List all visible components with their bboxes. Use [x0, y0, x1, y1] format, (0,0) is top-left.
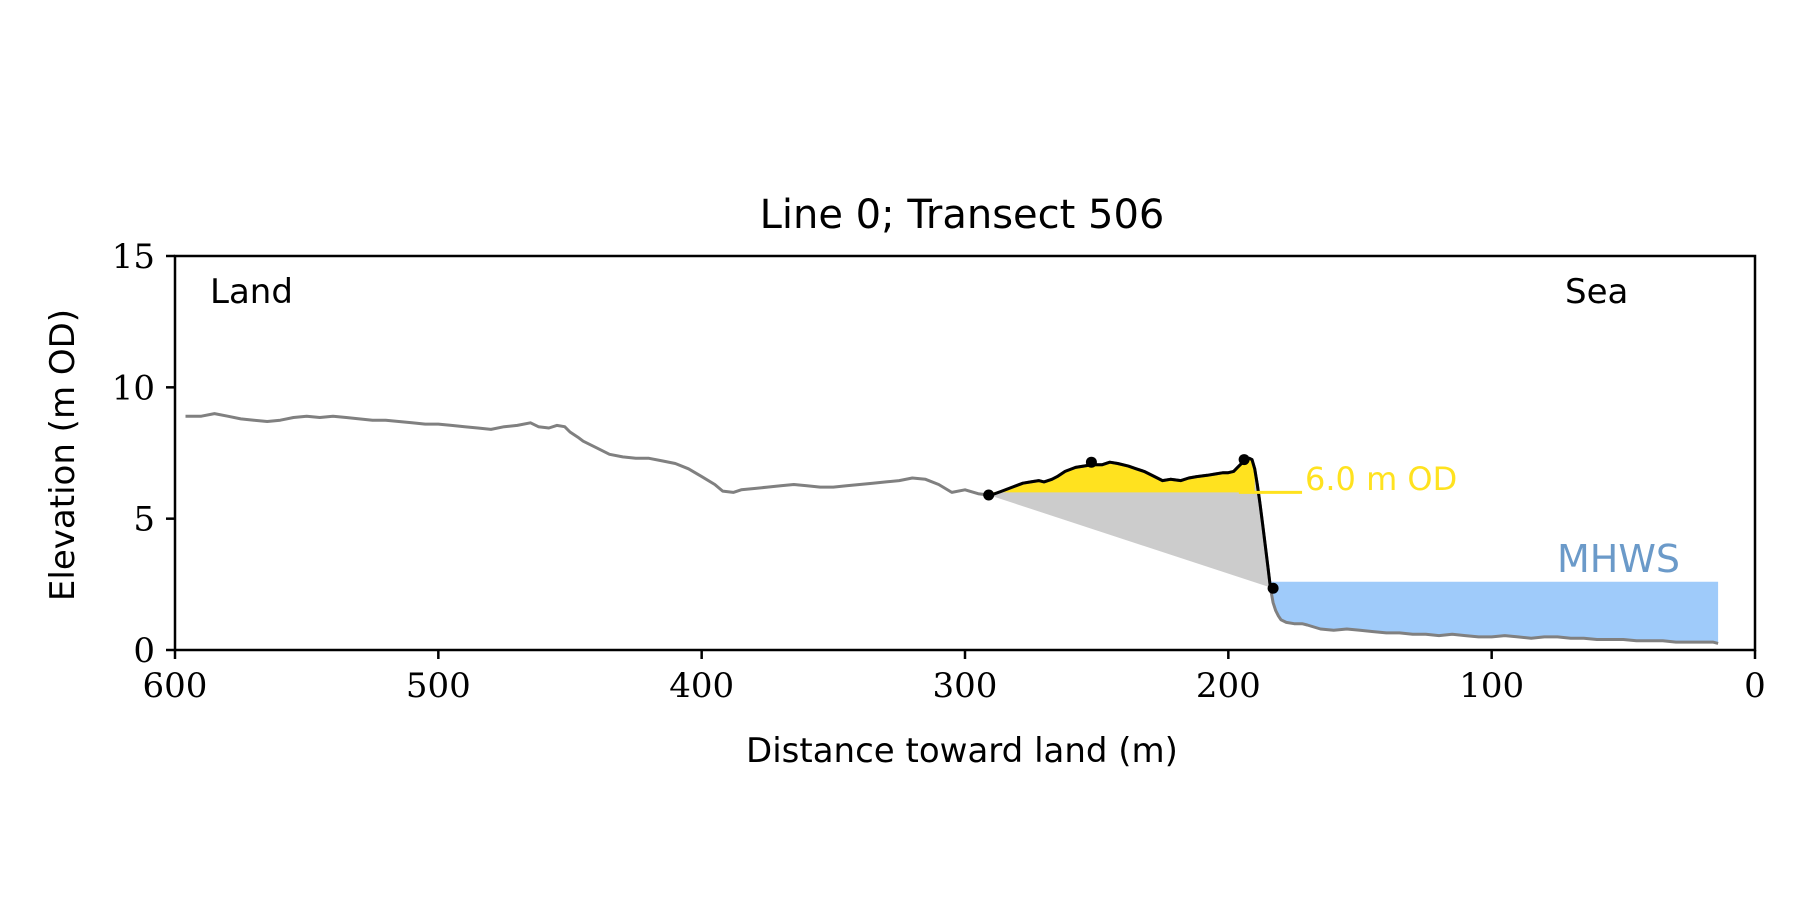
- x-tick-label-400: 400: [669, 666, 734, 706]
- key-point-0: [983, 489, 995, 501]
- x-tick-label-500: 500: [406, 666, 471, 706]
- y-tick-label-15: 15: [112, 237, 155, 277]
- key-point-3: [1267, 582, 1279, 594]
- y-tick-label-5: 5: [133, 500, 155, 540]
- key-point-2: [1238, 454, 1250, 466]
- land-label: Land: [210, 272, 293, 312]
- key-point-1: [1085, 456, 1097, 468]
- dune-volume-above-od: [988, 458, 1255, 493]
- x-tick-label-200: 200: [1196, 666, 1261, 706]
- mhws-water-area: [1270, 581, 1719, 644]
- chart-title: Line 0; Transect 506: [760, 192, 1165, 238]
- axes: 600 500 400 300 200 100 0 0 5 10 15: [112, 237, 1766, 706]
- od-level-label: 6.0 m OD: [1305, 460, 1457, 498]
- mhws-label: MHWS: [1557, 537, 1680, 581]
- y-tick-label-10: 10: [112, 368, 155, 408]
- dune-profile-line: [988, 456, 1274, 590]
- x-tick-label-600: 600: [143, 666, 208, 706]
- y-tick-label-0: 0: [133, 631, 155, 671]
- plot-area: [185, 412, 1719, 645]
- x-tick-label-300: 300: [933, 666, 998, 706]
- x-axis-label: Distance toward land (m): [746, 731, 1178, 771]
- sea-label: Sea: [1565, 272, 1628, 312]
- x-tick-label-0: 0: [1744, 666, 1766, 706]
- y-axis-label: Elevation (m OD): [43, 309, 83, 601]
- x-tick-label-100: 100: [1459, 666, 1524, 706]
